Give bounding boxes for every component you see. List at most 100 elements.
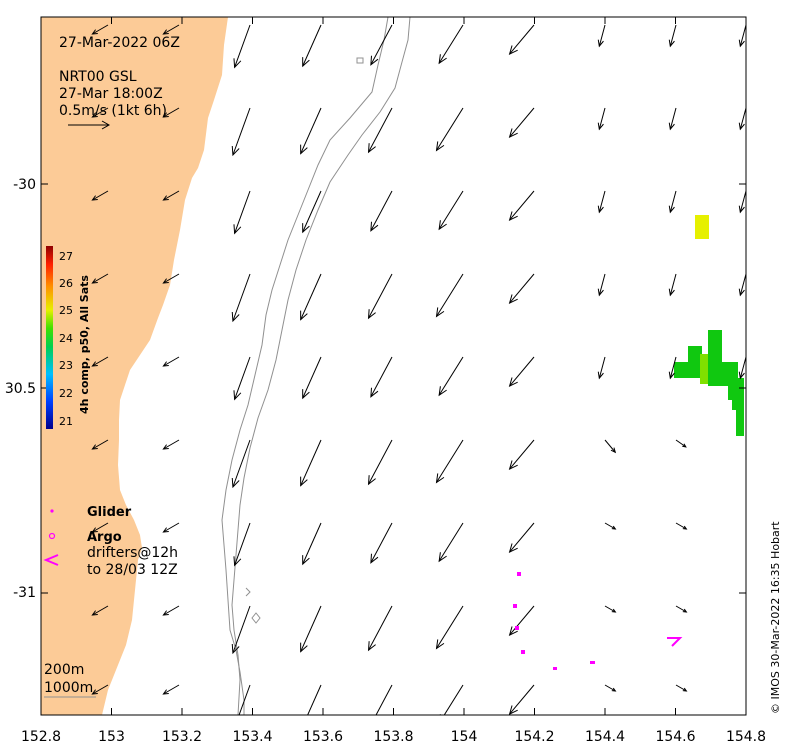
current-vector	[508, 439, 535, 471]
current-vector	[162, 273, 180, 284]
current-vector	[668, 356, 677, 380]
legend-drifters: drifters@12h	[87, 545, 178, 561]
current-vector	[738, 190, 746, 214]
current-vector	[508, 273, 535, 305]
x-tick-label: 154.8	[726, 729, 766, 745]
current-vector	[302, 522, 322, 566]
current-vector	[508, 605, 535, 637]
current-vector	[738, 273, 746, 297]
current-vector	[745, 685, 746, 686]
current-vector	[162, 605, 180, 616]
x-tick-label: 154.6	[655, 729, 695, 745]
current-vector	[604, 439, 617, 454]
map-date: 27-Mar-2022 06Z	[59, 35, 180, 51]
colorbar-title: 4h comp, p50, All Sats	[78, 275, 91, 414]
legend-argo: Argo	[87, 530, 122, 545]
sst-patches	[674, 215, 744, 436]
current-vector	[508, 107, 535, 139]
land-mass	[41, 17, 228, 715]
legend-glider: Glider	[87, 505, 132, 520]
current-vector	[508, 356, 535, 388]
current-vector	[668, 107, 677, 131]
current-vector	[738, 24, 746, 48]
drifter-marker	[43, 554, 59, 566]
current-vector	[370, 356, 393, 398]
x-tick-label: 153.4	[232, 729, 272, 745]
colorbar-ticks: 27 26 25 24 23 22 21	[59, 250, 73, 428]
current-vector	[438, 356, 464, 397]
current-vector	[231, 107, 251, 157]
current-vector	[745, 606, 746, 607]
current-vector	[508, 190, 535, 222]
current-vector	[370, 522, 393, 564]
current-vector	[162, 522, 180, 533]
current-vector	[508, 684, 535, 715]
current-vector	[370, 24, 393, 66]
current-vector	[508, 24, 535, 56]
current-vector	[675, 522, 688, 530]
current-vector	[162, 439, 180, 450]
x-tick-label: 153.6	[303, 729, 343, 745]
x-tick-label: 154.2	[514, 729, 554, 745]
current-vector	[597, 24, 606, 48]
current-vector	[435, 439, 464, 484]
y-tick-label: -31	[13, 585, 36, 601]
isobath-1000m	[231, 17, 411, 715]
current-vector	[302, 24, 322, 68]
colorbar-tick: 23	[59, 359, 73, 372]
current-vector	[438, 522, 464, 563]
current-vector	[300, 273, 322, 321]
x-tick-label: 153.8	[373, 729, 413, 745]
current-vector	[162, 107, 180, 118]
current-vector	[435, 107, 464, 152]
y-tick-label: 30.5	[5, 381, 36, 397]
current-vector	[367, 273, 393, 320]
current-vector	[300, 605, 322, 653]
current-vector	[597, 273, 606, 297]
current-vector	[604, 522, 617, 530]
current-vectors	[91, 24, 746, 715]
current-vector	[604, 605, 617, 613]
current-vector	[91, 522, 109, 533]
colorbar-tick: 21	[59, 415, 73, 428]
current-vector	[233, 356, 251, 401]
argo-marker	[48, 532, 56, 540]
current-vector	[439, 684, 464, 715]
x-tick-label: 154.4	[585, 729, 625, 745]
credit-text: © IMOS 30-Mar-2022 16:35 Hobart	[769, 521, 782, 714]
current-vector	[238, 684, 251, 715]
colorbar-tick: 26	[59, 277, 73, 290]
current-vector	[300, 107, 322, 155]
current-vector	[162, 190, 180, 201]
y-tick-label: -30	[13, 177, 36, 193]
current-vector	[91, 356, 109, 367]
current-vector	[675, 439, 687, 448]
current-vector	[668, 24, 677, 48]
current-vector	[745, 523, 746, 524]
current-vector	[597, 356, 606, 380]
current-vector	[300, 439, 322, 487]
current-vector	[91, 605, 109, 616]
colorbar-tick: 22	[59, 387, 73, 400]
sst-colorbar	[46, 246, 53, 429]
current-vector	[675, 605, 688, 613]
legend-drifters-period: to 28/03 12Z	[87, 562, 178, 578]
isobath-1000m-label: 1000m	[44, 680, 93, 696]
drifter-tracks	[513, 572, 683, 670]
current-vector	[738, 356, 746, 380]
x-tick-label: 154	[451, 729, 478, 745]
current-vector	[302, 190, 322, 234]
glider-marker	[50, 509, 54, 513]
current-vector	[91, 684, 109, 695]
current-vector	[604, 684, 617, 692]
x-tick-label: 153.2	[162, 729, 202, 745]
product-name: NRT00 GSL	[59, 69, 137, 85]
current-vector	[438, 190, 464, 231]
current-vector	[738, 107, 746, 131]
current-vector	[233, 24, 251, 69]
current-vector	[367, 439, 393, 486]
current-vector	[91, 24, 109, 35]
current-vector	[307, 684, 322, 715]
current-vector	[367, 605, 393, 652]
